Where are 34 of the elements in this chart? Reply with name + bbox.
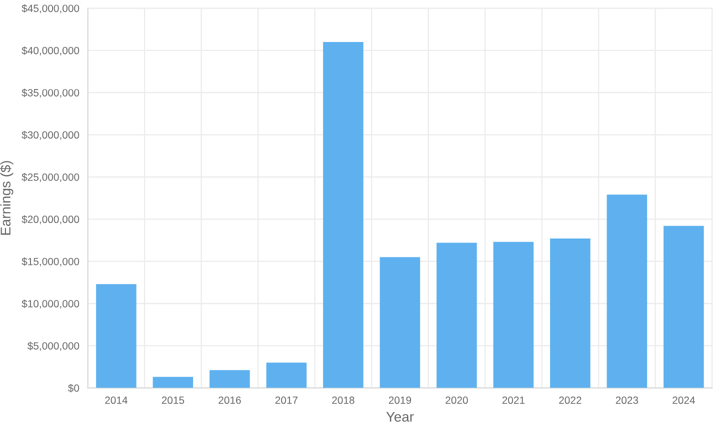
bar [493, 242, 534, 388]
y-tick-label: $15,000,000 [22, 257, 80, 266]
x-tick-label: 2024 [672, 396, 695, 404]
bar [380, 257, 420, 388]
y-tick-label: $45,000,000 [22, 4, 80, 14]
y-tick-label: $20,000,000 [22, 215, 80, 224]
x-axis-title: Year [386, 412, 414, 422]
x-tick-label: 2015 [162, 396, 184, 404]
y-axis-title: Earnings ($) [0, 161, 14, 235]
bar [550, 238, 590, 388]
x-tick-label: 2019 [388, 396, 412, 404]
bar [96, 284, 136, 388]
x-tick-label: 2018 [332, 396, 354, 404]
bar [210, 370, 250, 388]
x-tick-label: 2020 [446, 396, 468, 404]
x-tick-label: 2016 [218, 396, 241, 404]
x-tick-label: 2014 [105, 396, 128, 404]
y-tick-label: $25,000,000 [22, 173, 80, 182]
bar [323, 42, 364, 388]
x-tick-label: 2023 [616, 396, 638, 404]
x-tick-label: 2022 [559, 396, 582, 404]
y-tick-label: $30,000,000 [22, 130, 80, 140]
bar [436, 242, 477, 388]
y-tick-label: $5,000,000 [27, 342, 80, 351]
x-tick-label: 2017 [275, 396, 298, 404]
y-tick-label: $10,000,000 [22, 300, 80, 309]
bar [606, 194, 648, 388]
bar [266, 362, 307, 388]
y-tick-label: $0 [68, 384, 80, 392]
y-tick-label: $40,000,000 [22, 46, 80, 56]
y-tick-label: $35,000,000 [22, 88, 80, 98]
bar [664, 226, 704, 388]
x-tick-label: 2021 [502, 396, 525, 404]
bar [152, 376, 194, 388]
